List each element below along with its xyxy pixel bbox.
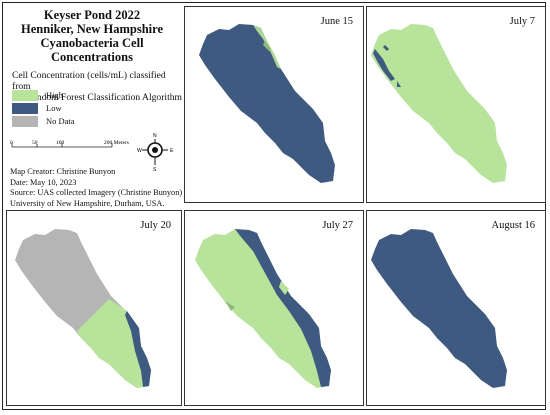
panel-date-july-20: July 20 xyxy=(140,220,171,231)
south-label: S xyxy=(153,167,157,172)
map-panel-june-15: June 15 xyxy=(184,6,364,203)
panel-date-june-15: June 15 xyxy=(320,16,353,27)
credit-creator: Map Creator: Christine Bunyon xyxy=(10,167,116,176)
compass-rose-icon: N S W E xyxy=(137,133,174,172)
title-line-3: Cyanobacteria Cell Concentrations xyxy=(40,36,144,64)
east-label: E xyxy=(170,148,174,154)
scale-tick-50: 50 xyxy=(32,140,38,146)
scale-bar: 0 50 100 200 Meters xyxy=(10,140,129,148)
map-credits: Map Creator: Christine Bunyon Date: May … xyxy=(10,167,190,209)
map-panel-july-20: July 20 xyxy=(6,210,182,406)
credit-source: Source: UAS collected Imagery (Christine… xyxy=(10,188,183,197)
legend-label-nodata: No Data xyxy=(46,116,75,126)
north-label: N xyxy=(153,133,157,139)
subtitle-line-1: Cell Concentration (cells/mL) classified… xyxy=(12,70,166,92)
legend-label-high: High xyxy=(46,90,63,100)
legend-swatch-low xyxy=(12,103,38,114)
map-panel-august-16: August 16 xyxy=(366,210,546,406)
map-panel-july-27: July 27 xyxy=(184,210,364,406)
legend-swatch-high xyxy=(12,90,38,101)
map-title: Keyser Pond 2022 Henniker, New Hampshire… xyxy=(6,8,178,64)
legend-item-high: High xyxy=(12,90,132,102)
pond-outline-june-15 xyxy=(199,24,335,183)
credit-institution: University of New Hampshire, Durham, USA… xyxy=(10,198,165,208)
legend-subtitle: Cell Concentration (cells/mL) classified… xyxy=(12,70,182,103)
legend-item-low: Low xyxy=(12,103,132,115)
subtitle-line-2: the Random Forest Classification Algorit… xyxy=(12,92,183,103)
title-line-1: Keyser Pond 2022 xyxy=(43,8,141,22)
panel-date-august-16: August 16 xyxy=(491,220,535,231)
scale-tick-100: 100 xyxy=(56,140,65,146)
title-line-2: Henniker, New Hampshire xyxy=(20,22,164,36)
panel-date-july-27: July 27 xyxy=(322,220,353,231)
pond-outline-july-27 xyxy=(195,229,331,388)
legend-item-nodata: No Data xyxy=(12,116,132,128)
map-layout-frame xyxy=(2,2,546,410)
panel-date-july-7: July 7 xyxy=(509,16,535,27)
scale-tick-200: 200 Meters xyxy=(104,140,129,146)
legend-label-low: Low xyxy=(46,103,62,113)
pond-outline-august-16 xyxy=(371,229,507,388)
credit-date: Date: May 10, 2023 xyxy=(10,177,77,187)
scale-tick-0: 0 xyxy=(10,140,13,146)
pond-outline-july-7 xyxy=(371,24,507,183)
west-label: W xyxy=(137,148,142,154)
legend-swatch-nodata xyxy=(12,116,38,127)
map-panel-july-7: July 7 xyxy=(366,6,546,203)
